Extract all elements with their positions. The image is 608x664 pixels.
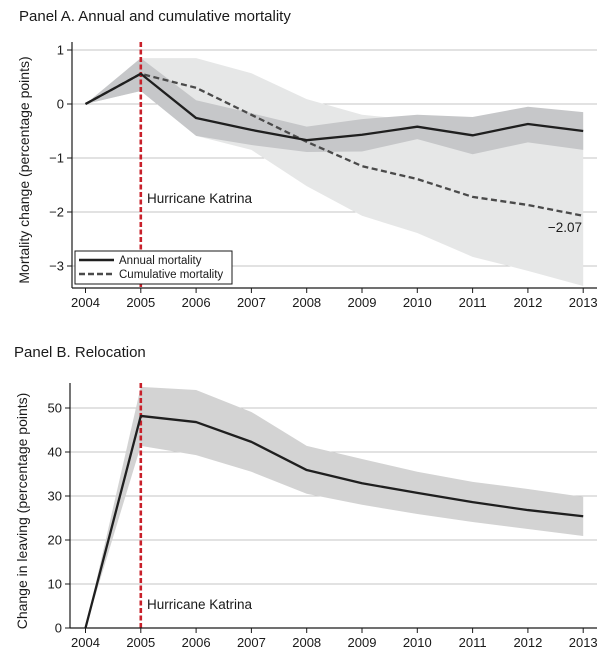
panel-b-line-change-in-leaving [84, 414, 584, 629]
panel-a-final-value-label: −2.07 [548, 220, 582, 235]
legend-box [74, 250, 233, 285]
panel-b-y-tick-label: 50 [48, 401, 62, 416]
panel-a-x-tick-label: 2010 [403, 295, 432, 310]
panel-b-x-tick-label: 2007 [237, 635, 266, 650]
panel-b-title: Panel B. Relocation [14, 344, 146, 361]
panel-b-y-tick-label: 30 [48, 489, 62, 504]
legend-label-cumulative: Cumulative mortality [119, 269, 223, 281]
panel-b-y-tick-label: 10 [48, 577, 62, 592]
panel-b-x-tick-label: 2009 [348, 635, 377, 650]
panel-b-x-tick-label: 2013 [569, 635, 598, 650]
panel-b-x-tick-label: 2006 [182, 635, 211, 650]
legend: Annual mortality Cumulative mortality [74, 250, 233, 285]
panel-b: Panel B. Relocation Change in leaving (p… [14, 344, 598, 650]
panel-b-x-tick-label: 2005 [126, 635, 155, 650]
panel-a-x-tick-label: 2008 [292, 295, 321, 310]
panel-a-x-tick-label: 2006 [182, 295, 211, 310]
panel-a-x-tick-label: 2011 [459, 295, 487, 310]
panel-b-y-tick-label: 0 [55, 621, 62, 636]
panel-a-ci-band-annual-mortality [85, 58, 584, 155]
panel-b-x-tick-label: 2010 [403, 635, 432, 650]
panel-a-x-tick-label: 2012 [513, 295, 542, 310]
panel-a-x-tick-label: 2005 [126, 295, 155, 310]
panel-a-y-tick-label: 1 [57, 43, 64, 58]
panel-a: Panel A. Annual and cumulative mortality… [16, 8, 598, 310]
panel-a-y-axis-label: Mortality change (percentage points) [16, 56, 32, 283]
panel-a-x-tick-label: 2004 [71, 295, 100, 310]
panel-a-title: Panel A. Annual and cumulative mortality [19, 8, 291, 25]
panel-a-y-tick-label: 0 [57, 97, 64, 112]
panel-a-x-tick-label: 2007 [237, 295, 266, 310]
panel-b-y-tick-label: 20 [48, 533, 62, 548]
panel-a-y-tick-label: −1 [49, 151, 64, 166]
panel-b-ci-band-change-in-leaving [85, 386, 584, 628]
panel-b-x-tick-label: 2012 [513, 635, 542, 650]
panel-a-y-tick-label: −3 [49, 259, 64, 274]
panel-b-y-tick-label: 40 [48, 445, 62, 460]
panel-b-x-tick-label: 2004 [71, 635, 100, 650]
panel-a-y-tick-label: −2 [49, 205, 64, 220]
panel-b-y-axis-label: Change in leaving (percentage points) [14, 393, 30, 630]
panel-b-x-tick-label: 2008 [292, 635, 321, 650]
panel-b-x-tick-label: 2011 [459, 635, 487, 650]
panel-a-x-tick-label: 2009 [348, 295, 377, 310]
panel-b-katrina-label: Hurricane Katrina [147, 597, 253, 612]
panel-a-line-annual-mortality [84, 72, 584, 142]
panel-a-x-tick-label: 2013 [569, 295, 598, 310]
legend-label-annual: Annual mortality [119, 255, 202, 267]
panel-a-katrina-label: Hurricane Katrina [147, 191, 253, 206]
